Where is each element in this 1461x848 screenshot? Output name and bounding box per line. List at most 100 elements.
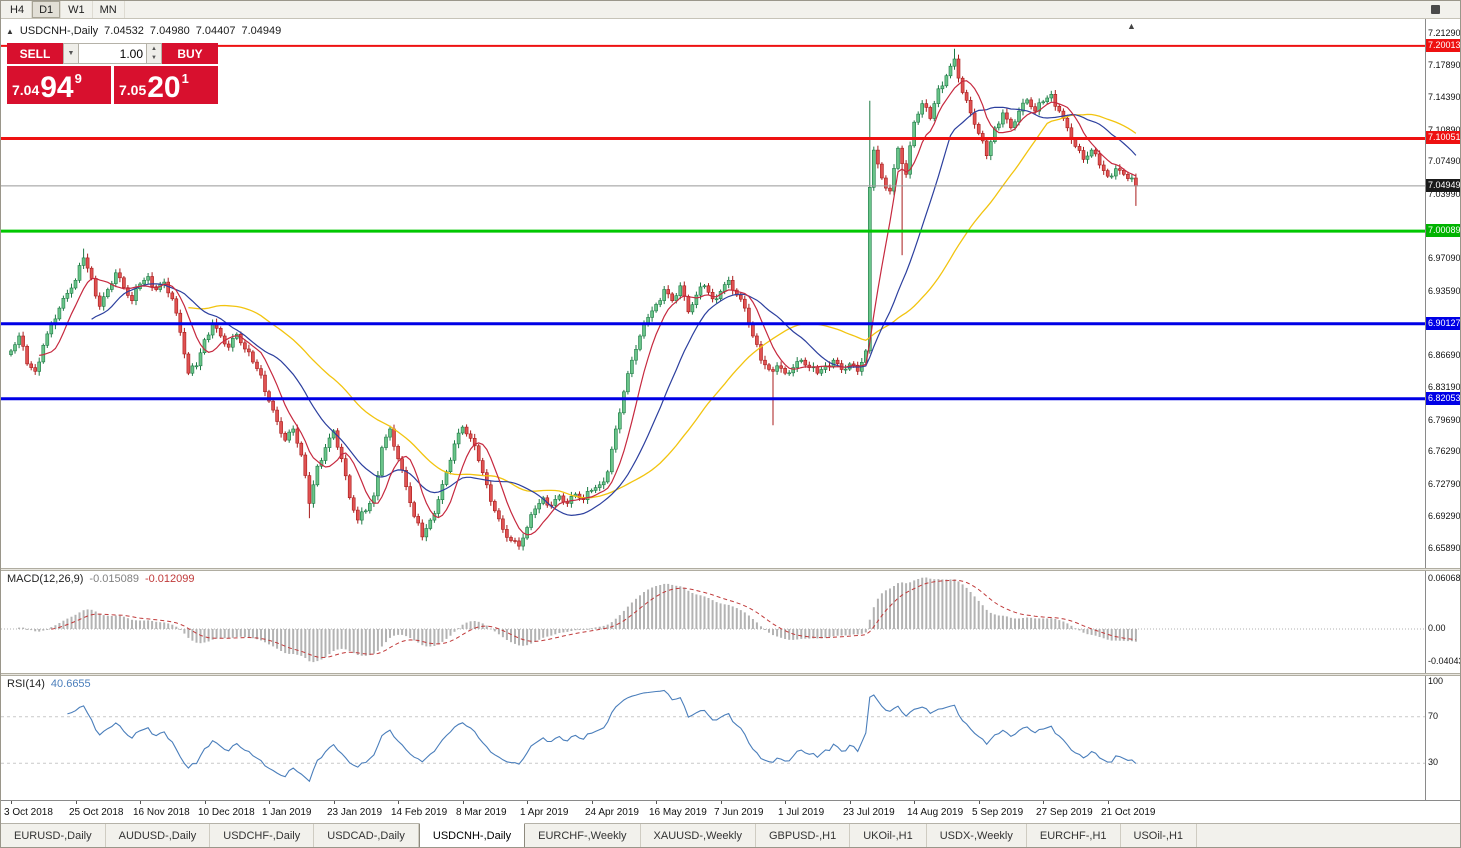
- price-scale-label: 6.93590: [1428, 286, 1461, 296]
- time-axis-label: 24 Apr 2019: [585, 807, 639, 818]
- price-scale-label: 6.79690: [1428, 415, 1461, 425]
- tab-usoil-h1[interactable]: USOil-,H1: [1121, 824, 1198, 847]
- rsi-scale-100: 100: [1428, 676, 1444, 686]
- tab-usdcnh-daily[interactable]: USDCNH-,Daily: [418, 823, 526, 847]
- buy-price-pip: 1: [181, 71, 189, 86]
- time-axis-tick: [527, 801, 528, 804]
- time-axis-label: 5 Sep 2019: [972, 807, 1024, 818]
- time-axis-tick: [205, 801, 206, 804]
- timeframe-button-w1[interactable]: W1: [61, 1, 93, 18]
- price-scale-label: 6.83190: [1428, 382, 1461, 392]
- volume-input[interactable]: [79, 43, 147, 64]
- time-axis-tick: [398, 801, 399, 804]
- level-badge-7-00089: 7.00089: [1426, 224, 1460, 237]
- macd-canvas[interactable]: [1, 571, 1425, 673]
- time-axis-label: 14 Feb 2019: [391, 807, 448, 818]
- timeframe-buttons: H4 D1 W1 MN: [1, 1, 1460, 18]
- volume-increase-icon[interactable]: ▲: [151, 45, 157, 52]
- price-scale-label: 6.65890: [1428, 543, 1461, 553]
- rsi-panel: RSI(14) 40.6655: [1, 676, 1425, 800]
- tab-ukoil-h1[interactable]: UKOil-,H1: [850, 824, 927, 847]
- timeframe-button-h4[interactable]: H4: [3, 1, 33, 18]
- price-scale-label: 7.03990: [1428, 189, 1461, 199]
- tab-gbpusd-h1[interactable]: GBPUSD-,H1: [756, 824, 851, 847]
- buy-price-big: 20: [147, 71, 181, 104]
- tab-eurchf-h1[interactable]: EURCHF-,H1: [1027, 824, 1121, 847]
- ohlc-high: 7.04980: [149, 25, 190, 37]
- current-price-badge: 7.04949: [1426, 179, 1460, 192]
- time-axis-tick: [1108, 801, 1109, 804]
- tab-audusd-daily[interactable]: AUDUSD-,Daily: [106, 824, 211, 847]
- price-chart-canvas[interactable]: [1, 19, 1425, 568]
- volume-dropdown-icon[interactable]: ▼: [63, 43, 79, 64]
- one-click-trading-panel: SELL ▼ ▲ ▼ BUY 7.04 94 9 7.05 20 1: [7, 43, 218, 104]
- time-axis-label: 10 Dec 2018: [198, 807, 255, 818]
- macd-scale-top: 0.060687: [1428, 573, 1461, 583]
- buy-price-stem: 7.05: [119, 82, 147, 98]
- macd-scale-bottom: -0.040432: [1428, 656, 1460, 666]
- ohlc-close: 7.04949: [241, 25, 282, 37]
- time-axis-label: 25 Oct 2018: [69, 807, 124, 818]
- price-scale-label: 7.14390: [1428, 92, 1461, 102]
- price-scale-label: 6.97090: [1428, 253, 1461, 263]
- time-axis[interactable]: 3 Oct 2018 25 Oct 2018 16 Nov 2018 10 Dec 2…: [1, 800, 1460, 823]
- sell-price-button[interactable]: 7.04 94 9: [7, 66, 111, 104]
- sell-price-pip: 9: [74, 71, 82, 86]
- rsi-scale-30: 30: [1428, 757, 1439, 767]
- time-axis-tick: [979, 801, 980, 804]
- volume-stepper: ▲ ▼: [147, 43, 162, 64]
- time-axis-tick: [140, 801, 141, 804]
- rsi-value: 40.6655: [50, 678, 91, 690]
- chart-shift-marker-icon[interactable]: ▲: [1127, 21, 1136, 31]
- time-axis-tick: [721, 801, 722, 804]
- timeframe-button-mn[interactable]: MN: [93, 1, 125, 18]
- time-axis-tick: [785, 801, 786, 804]
- macd-value-signal: -0.012099: [144, 573, 195, 585]
- time-axis-tick: [76, 801, 77, 804]
- tab-eurchf-weekly[interactable]: EURCHF-,Weekly: [525, 824, 641, 847]
- ohlc-low: 7.04407: [195, 25, 236, 37]
- price-scale-label: 6.86690: [1428, 350, 1461, 360]
- time-axis-tick: [334, 801, 335, 804]
- panel-splitter-macd[interactable]: [1, 568, 1460, 571]
- timeframe-toolbar: H4 D1 W1 MN: [1, 1, 1460, 19]
- time-axis-tick: [656, 801, 657, 804]
- rsi-canvas[interactable]: [1, 676, 1425, 800]
- time-axis-tick: [463, 801, 464, 804]
- sell-button[interactable]: SELL: [7, 43, 63, 64]
- macd-name: MACD(12,26,9): [7, 573, 84, 585]
- trade-controls-row: SELL ▼ ▲ ▼ BUY: [7, 43, 218, 64]
- time-axis-tick: [850, 801, 851, 804]
- tab-usdx-weekly[interactable]: USDX-,Weekly: [927, 824, 1027, 847]
- chart-header: ▲ USDCNH-,Daily 7.04532 7.04980 7.04407 …: [6, 25, 281, 37]
- window-corner-icon[interactable]: [1431, 5, 1440, 14]
- tab-xauusd-weekly[interactable]: XAUUSD-,Weekly: [641, 824, 756, 847]
- tab-usdcad-daily[interactable]: USDCAD-,Daily: [314, 824, 419, 847]
- price-scale-label: 7.07490: [1428, 156, 1461, 166]
- resistance-badge-7-20013: 7.20013: [1426, 39, 1460, 52]
- one-click-collapse-icon[interactable]: ▲: [6, 26, 14, 36]
- tab-eurusd-daily[interactable]: EURUSD-,Daily: [1, 824, 106, 847]
- rsi-scale-70: 70: [1428, 711, 1439, 721]
- sell-price-stem: 7.04: [12, 82, 40, 98]
- trade-price-row: 7.04 94 9 7.05 20 1: [7, 66, 218, 104]
- rsi-name: RSI(14): [7, 678, 45, 690]
- buy-button[interactable]: BUY: [162, 43, 218, 64]
- time-axis-tick: [914, 801, 915, 804]
- chart-tabbar: EURUSD-,Daily AUDUSD-,Daily USDCHF-,Daily U…: [1, 823, 1460, 847]
- price-scale-label: 7.21290: [1428, 28, 1461, 38]
- price-scale[interactable]: 0.060687 0.00 -0.040432 100 70 30 7.2129…: [1425, 19, 1461, 800]
- timeframe-button-d1[interactable]: D1: [32, 1, 62, 18]
- buy-price-button[interactable]: 7.05 20 1: [114, 66, 218, 104]
- macd-scale-zero: 0.00: [1428, 623, 1446, 633]
- volume-decrease-icon[interactable]: ▼: [151, 55, 157, 62]
- tab-usdchf-daily[interactable]: USDCHF-,Daily: [210, 824, 315, 847]
- resistance-badge-7-10051: 7.10051: [1426, 131, 1460, 144]
- time-axis-label: 7 Jun 2019: [714, 807, 764, 818]
- panel-splitter-rsi[interactable]: [1, 673, 1460, 676]
- chart-symbol-period: USDCNH-,Daily: [19, 25, 99, 37]
- macd-value-main: -0.015089: [89, 573, 139, 585]
- price-scale-label: 6.72790: [1428, 479, 1461, 489]
- support-badge-6-82053: 6.82053: [1426, 392, 1460, 405]
